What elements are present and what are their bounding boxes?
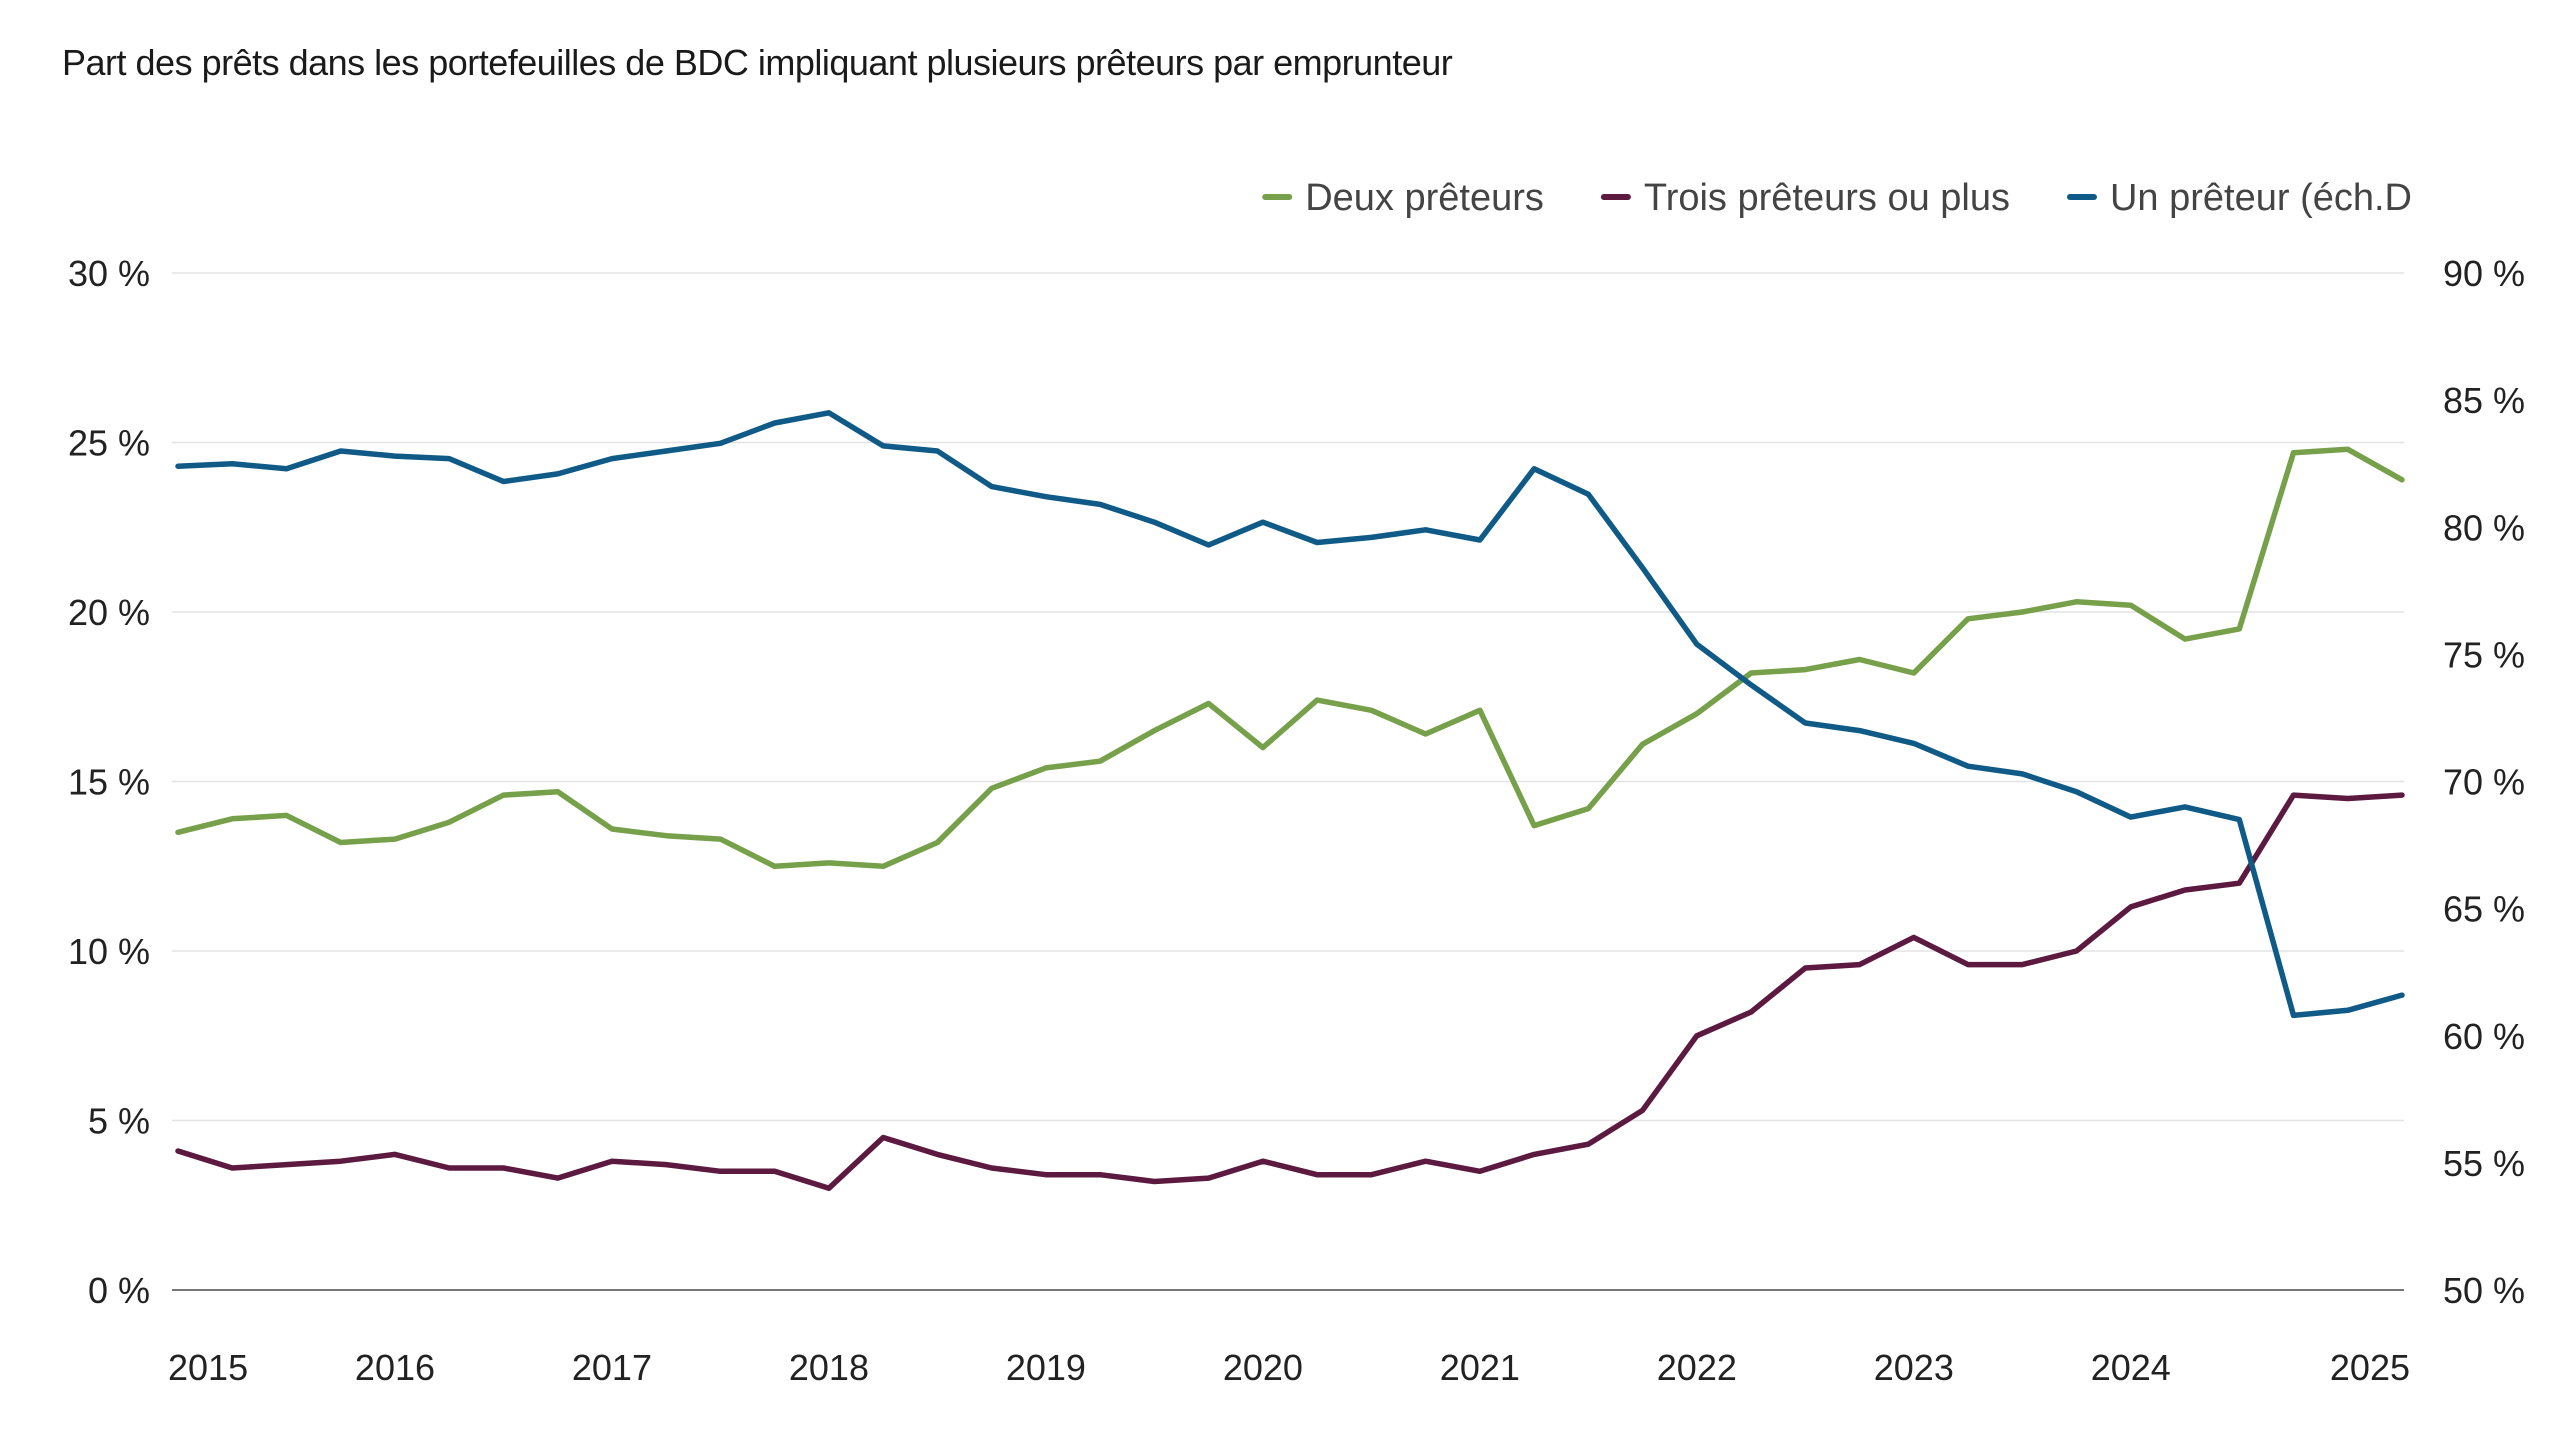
y-left-tick-label: 20 % xyxy=(68,592,150,633)
x-tick-label: 2020 xyxy=(1223,1347,1303,1388)
chart-title: Part des prêts dans les portefeuilles de… xyxy=(62,42,1453,83)
x-tick-label: 2021 xyxy=(1440,1347,1520,1388)
y-right-tick-label: 50 % xyxy=(2443,1270,2525,1311)
gridlines xyxy=(172,272,2404,1122)
y-left-tick-label: 10 % xyxy=(68,931,150,972)
legend-label: Deux prêteurs xyxy=(1305,177,1544,219)
series-line-deux-pr-teurs xyxy=(175,446,2405,870)
y-right-tick-label: 60 % xyxy=(2443,1016,2525,1057)
x-tick-label: 2023 xyxy=(1874,1347,1954,1388)
y-left-tick-label: 5 % xyxy=(88,1101,150,1142)
y-left-tick-label: 25 % xyxy=(68,423,150,464)
x-tick-label: 2017 xyxy=(572,1347,652,1388)
y-right-tick-label: 90 % xyxy=(2443,253,2525,294)
y-right-tick-label: 75 % xyxy=(2443,634,2525,675)
series-line-trois-pr-teurs-ou-plus xyxy=(175,792,2405,1192)
y-right-tick-label: 70 % xyxy=(2443,762,2525,803)
x-tick-label: 2024 xyxy=(2091,1347,2171,1388)
axes: 0 % 5 % 10 % 15 % 20 % 25 % 30 % 50 % 55 % 60 % 65… xyxy=(68,253,2525,1388)
x-tick-label: 2015 xyxy=(168,1347,248,1388)
legend-item: Trois prêteurs ou plus xyxy=(1600,177,2010,219)
y-right-tick-label: 65 % xyxy=(2443,889,2525,930)
series-lines xyxy=(175,410,2405,1192)
series-line-un-pr-teur-ch-d xyxy=(175,410,2405,1019)
y-right-tick-label: 55 % xyxy=(2443,1143,2525,1184)
x-tick-label: 2016 xyxy=(355,1347,435,1388)
x-tick-label: 2019 xyxy=(1006,1347,1086,1388)
y-left-tick-label: 30 % xyxy=(68,253,150,294)
y-left-tick-label: 0 % xyxy=(88,1270,150,1311)
legend: Deux prêteurs Trois prêteurs ou plus Un pr… xyxy=(1262,177,2412,219)
legend-item: Deux prêteurs xyxy=(1262,177,1544,219)
x-tick-label: 2022 xyxy=(1657,1347,1737,1388)
x-tick-label: 2025 xyxy=(2330,1347,2410,1388)
y-right-tick-label: 80 % xyxy=(2443,507,2525,548)
y-right-tick-label: 85 % xyxy=(2443,380,2525,421)
x-tick-label: 2018 xyxy=(789,1347,869,1388)
legend-label: Un prêteur (éch.D xyxy=(2110,177,2412,219)
legend-item: Un prêteur (éch.D xyxy=(2066,177,2412,219)
y-left-tick-label: 15 % xyxy=(68,762,150,803)
legend-label: Trois prêteurs ou plus xyxy=(1644,177,2010,219)
